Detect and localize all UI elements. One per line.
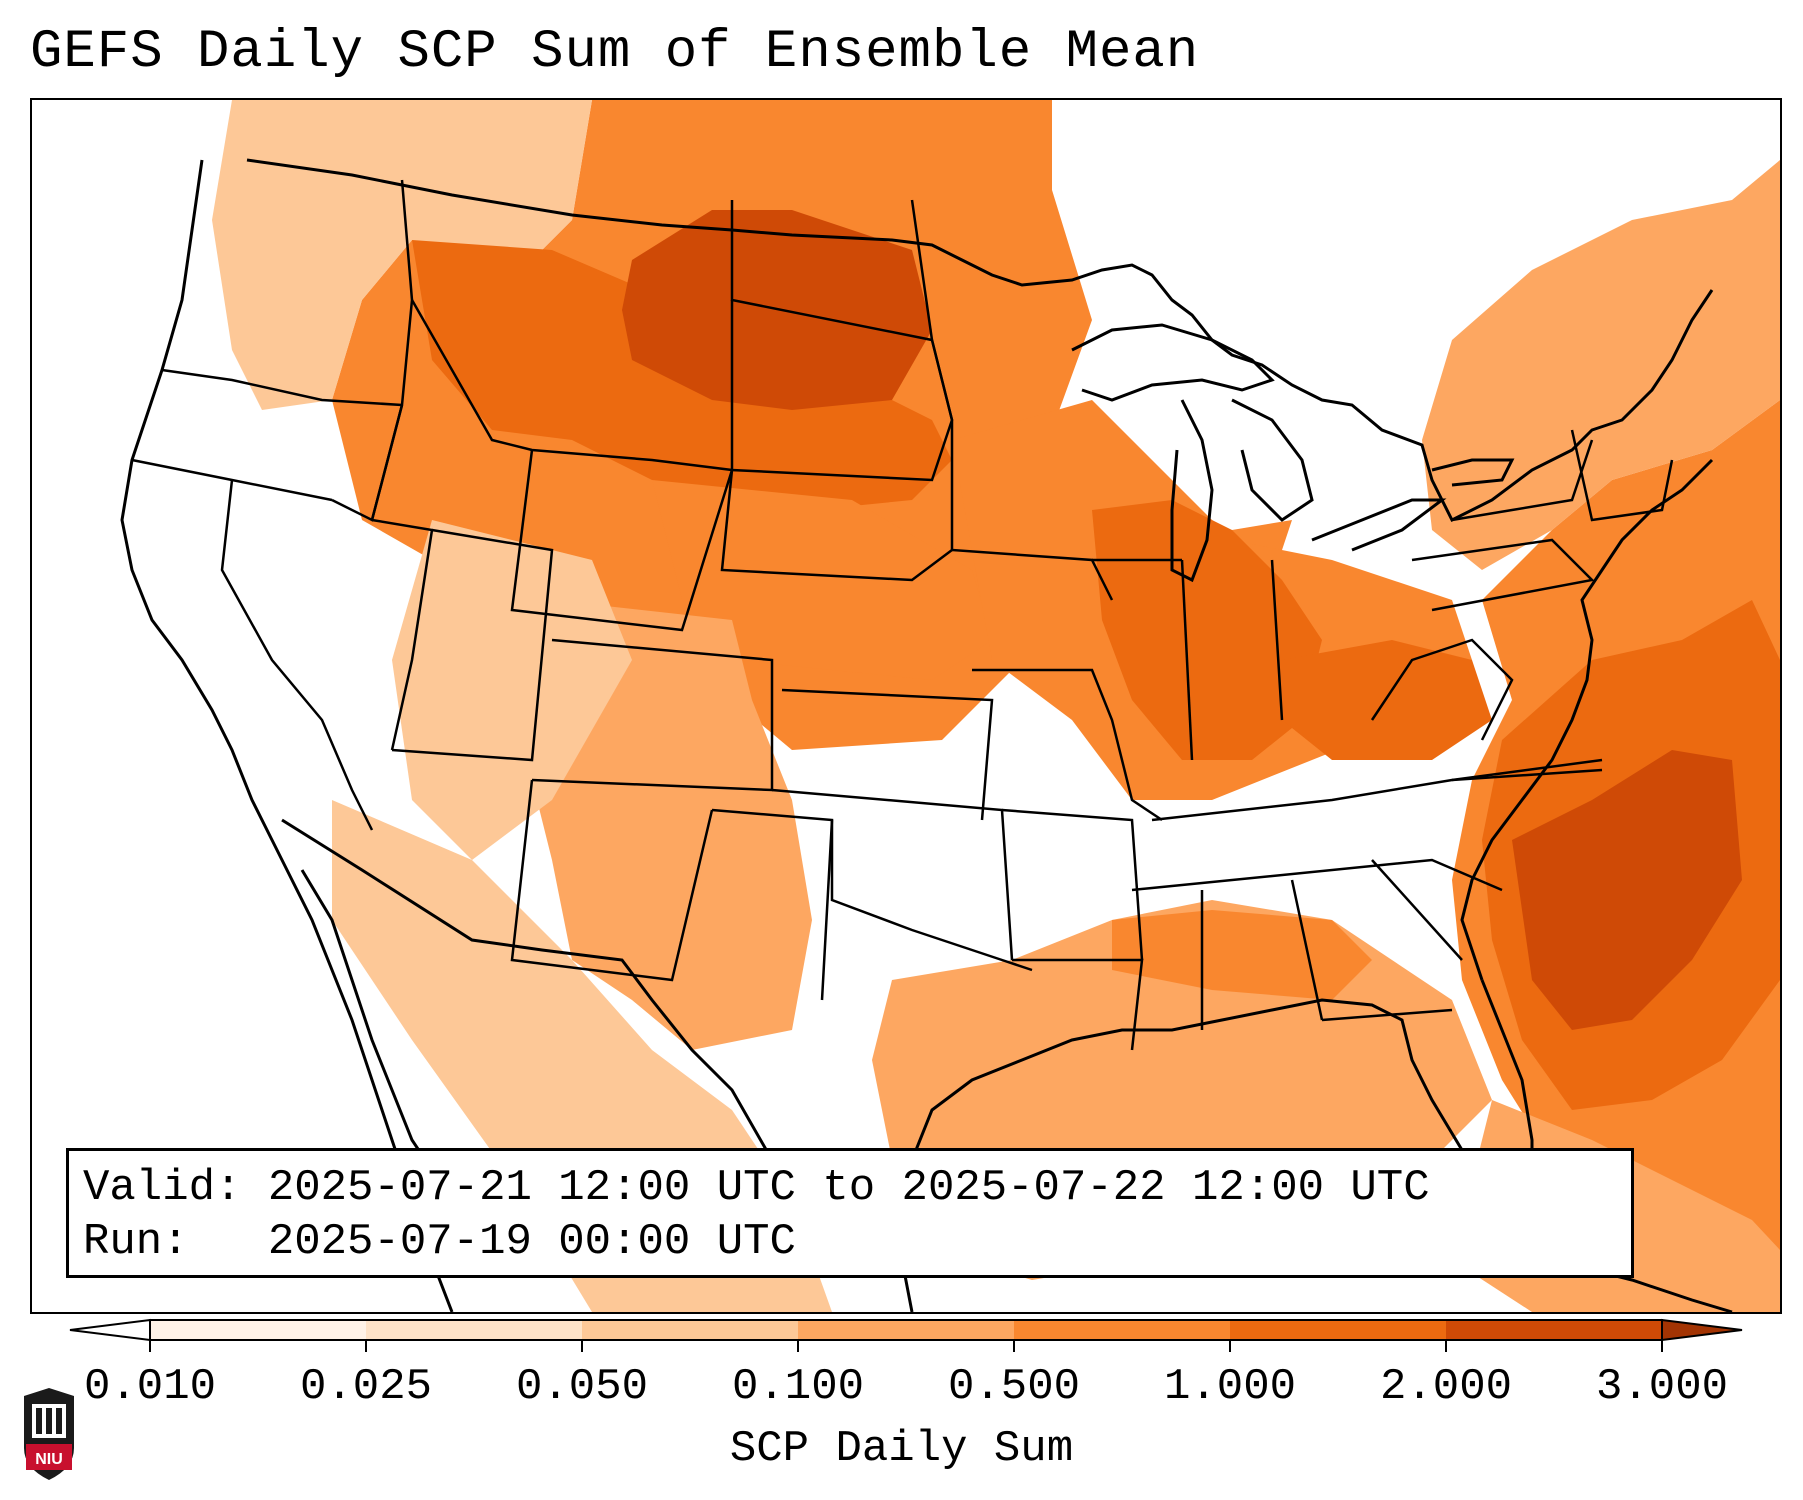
map-title: GEFS Daily SCP Sum of Ensemble Mean xyxy=(30,22,1200,83)
niu-logo-icon: NIU xyxy=(24,1388,74,1480)
colorbar-segment xyxy=(582,1320,799,1340)
colorbar-segment xyxy=(798,1320,1015,1340)
scp-shading-layer xyxy=(212,100,1780,1312)
colorbar-tick-label: 3.000 xyxy=(1595,1362,1729,1412)
shade-ohio-valley xyxy=(1282,640,1492,760)
state-line-nv-ut xyxy=(371,518,434,751)
colorbar xyxy=(69,1318,1743,1352)
run-time-text: Run: 2025-07-19 00:00 UTC xyxy=(83,1217,796,1267)
state-line-ut-co xyxy=(391,528,554,762)
colorbar-over-extension xyxy=(1661,1318,1743,1342)
state-line-ar-la xyxy=(1012,958,1144,1051)
state-line-pa xyxy=(1411,538,1595,612)
shade-northwest xyxy=(212,100,592,410)
state-line-wy xyxy=(510,449,734,632)
state-line-wv xyxy=(1370,638,1514,741)
state-line-ne-ks xyxy=(781,688,994,821)
state-line-mo-ar xyxy=(1001,808,1144,961)
baja-peninsula xyxy=(300,869,434,1171)
colorbar-outline xyxy=(149,1319,1663,1341)
map-panel[interactable] xyxy=(30,98,1782,1314)
state-line-ky-tn xyxy=(1151,758,1603,822)
state-line-tn-ms-al xyxy=(1131,858,1503,892)
state-line-wa-or xyxy=(161,368,403,407)
state-line-ny xyxy=(1451,439,1594,522)
state-line-az-nm xyxy=(510,779,714,982)
state-line-new-england xyxy=(1570,429,1674,522)
lake-superior xyxy=(1071,323,1275,402)
state-line-al-ga xyxy=(1290,879,1324,1021)
lake-michigan xyxy=(1170,399,1214,583)
colorbar-segment xyxy=(1446,1320,1663,1340)
state-line-nc-va xyxy=(1451,768,1603,782)
colorbar-segment xyxy=(150,1320,367,1340)
colorbar-tick-label: 0.050 xyxy=(515,1362,649,1412)
shade-gulf-coast xyxy=(1112,910,1372,1000)
shade-illinois-indiana xyxy=(1092,500,1322,760)
state-line-ok-tx xyxy=(830,820,1033,972)
colorbar-tick-label: 1.000 xyxy=(1163,1362,1297,1412)
state-line-il-in xyxy=(1180,559,1194,761)
shade-northeast xyxy=(1422,160,1780,570)
colorbar-tick-label: 0.010 xyxy=(83,1362,217,1412)
niu-logo-text: NIU xyxy=(35,1451,63,1468)
shade-rockies-light xyxy=(392,520,632,860)
state-line-nd xyxy=(730,199,934,342)
state-line-ia-mo xyxy=(972,668,1163,822)
state-line-in-oh xyxy=(1270,559,1284,721)
colorbar-tick-label: 0.100 xyxy=(731,1362,865,1412)
lake-huron xyxy=(1231,398,1314,522)
pacific-coast xyxy=(120,159,454,1312)
lake-erie xyxy=(1311,498,1447,552)
state-line-co xyxy=(531,638,774,792)
colorbar-segment xyxy=(366,1320,583,1340)
atlantic-coast xyxy=(1460,458,1714,981)
colorbar-tick-label: 2.000 xyxy=(1379,1362,1513,1412)
colorbar-tick-label: 0.500 xyxy=(947,1362,1081,1412)
colorbar-under-extension xyxy=(69,1318,151,1342)
valid-run-info-box: Valid: 2025-07-21 12:00 UTC to 2025-07-2… xyxy=(66,1148,1634,1278)
colorbar-tick-label: 0.025 xyxy=(299,1362,433,1412)
colorbar-segment xyxy=(1014,1320,1231,1340)
valid-time-text: Valid: 2025-07-21 12:00 UTC to 2025-07-2… xyxy=(83,1163,1430,1213)
state-borders xyxy=(131,179,1674,1051)
state-line-mn-ia xyxy=(930,339,1114,601)
scp-map[interactable] xyxy=(32,100,1780,1312)
shade-atlantic-max xyxy=(1512,750,1742,1030)
state-line-ga-fl xyxy=(1321,1008,1453,1022)
state-line-ga-sc xyxy=(1371,859,1463,961)
lake-ontario xyxy=(1431,458,1515,487)
state-line-sd-ne xyxy=(720,469,953,582)
shade-nebraska-kansas xyxy=(652,480,992,680)
colorbar-segment xyxy=(1230,1320,1447,1340)
colorbar-title: SCP Daily Sum xyxy=(729,1424,1074,1474)
state-line-ca-nv xyxy=(220,479,374,831)
